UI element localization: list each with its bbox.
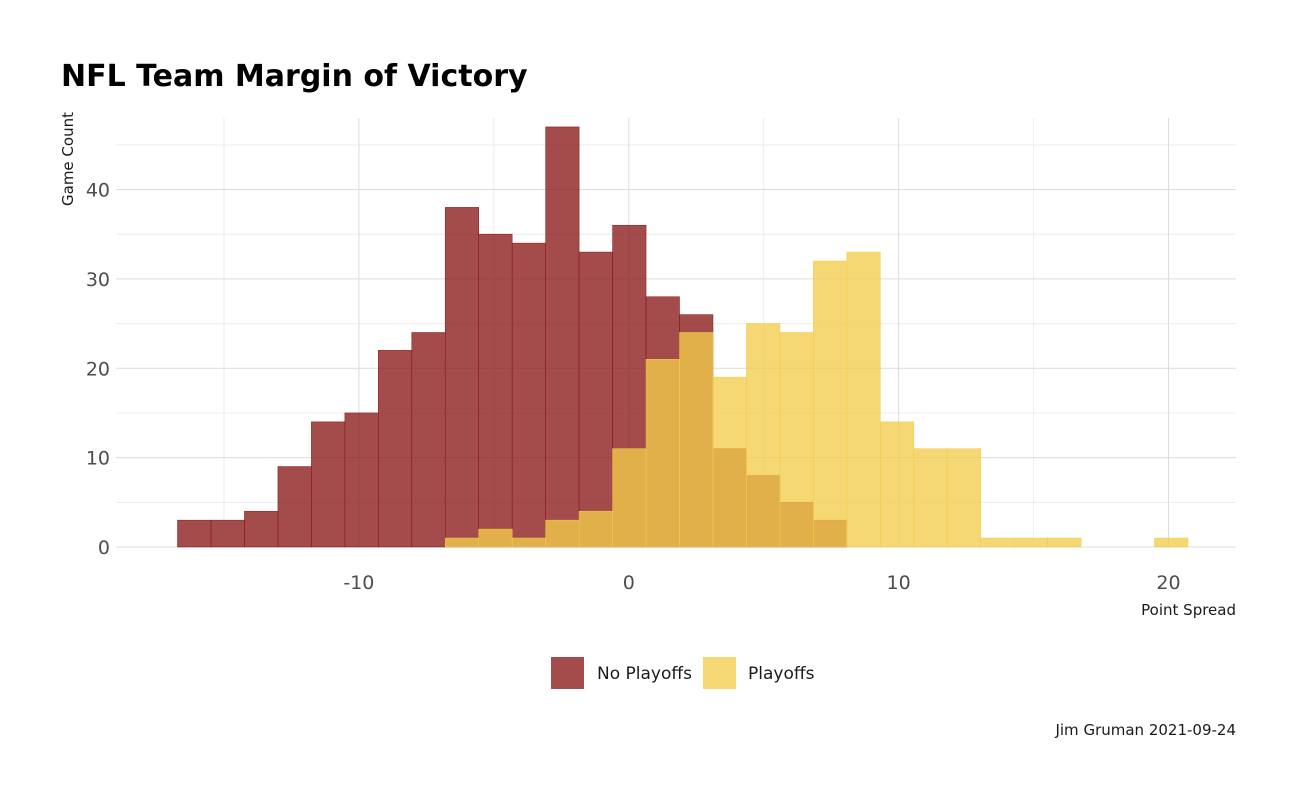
- histogram-bar: [545, 519, 580, 548]
- histogram-bar: [1013, 537, 1048, 548]
- histogram-bar: [210, 519, 245, 548]
- histogram-bar: [511, 242, 546, 548]
- histogram-bar: [679, 332, 714, 548]
- y-tick-label: 10: [86, 448, 110, 470]
- series-2: [444, 251, 1189, 548]
- histogram-bar: [444, 207, 480, 548]
- histogram-bar: [980, 537, 1015, 548]
- histogram-bar: [444, 537, 480, 548]
- histogram-bar: [879, 421, 915, 548]
- y-tick-label: 30: [86, 269, 110, 291]
- legend-item: No Playoffs: [551, 657, 692, 689]
- legend-label: Playoffs: [748, 664, 815, 684]
- histogram-bar: [578, 251, 613, 548]
- x-tick-label: 20: [1156, 572, 1180, 594]
- legend-label: No Playoffs: [597, 664, 692, 684]
- histogram-bar: [779, 332, 814, 548]
- histogram-bar: [244, 510, 279, 548]
- caption: Jim Gruman 2021-09-24: [1054, 721, 1236, 739]
- histogram-bar: [378, 350, 413, 548]
- histogram-bar: [344, 412, 379, 548]
- y-tick-label: 20: [86, 358, 110, 380]
- legend-swatch: [703, 657, 736, 689]
- histogram-bar: [1154, 537, 1189, 548]
- chart-title: NFL Team Margin of Victory: [61, 59, 528, 94]
- x-axis-title: Point Spread: [1141, 601, 1236, 619]
- histogram-bar: [813, 260, 848, 548]
- tick-labels: -10 0 10 20 0 10 20 30 40: [86, 180, 1181, 595]
- bars: [177, 126, 1189, 548]
- histogram-bar: [478, 233, 513, 548]
- histogram-bar: [712, 376, 747, 548]
- histogram-bar: [277, 466, 312, 548]
- histogram-bar: [578, 510, 613, 548]
- y-axis-title: Game Count: [59, 112, 77, 206]
- histogram-bar: [746, 323, 781, 548]
- histogram-bar: [545, 126, 580, 548]
- histogram-bar: [411, 332, 446, 548]
- histogram-bar: [177, 519, 212, 548]
- x-tick-label: 0: [623, 572, 635, 594]
- histogram-bar: [946, 448, 981, 548]
- histogram-bar: [913, 448, 948, 548]
- legend: No Playoffs Playoffs: [551, 657, 815, 689]
- y-tick-label: 0: [98, 537, 110, 559]
- y-tick-label: 40: [86, 180, 110, 202]
- histogram-bar: [311, 421, 346, 548]
- histogram-bar: [511, 537, 546, 548]
- x-tick-label: -10: [343, 572, 374, 594]
- histogram-bar: [612, 448, 647, 548]
- histogram-bar: [1047, 537, 1082, 548]
- legend-swatch: [551, 657, 584, 689]
- histogram-bar: [645, 359, 680, 548]
- histogram-bar: [846, 251, 881, 548]
- x-tick-label: 10: [887, 572, 911, 594]
- histogram-bar: [478, 528, 513, 548]
- legend-item: Playoffs: [703, 657, 815, 689]
